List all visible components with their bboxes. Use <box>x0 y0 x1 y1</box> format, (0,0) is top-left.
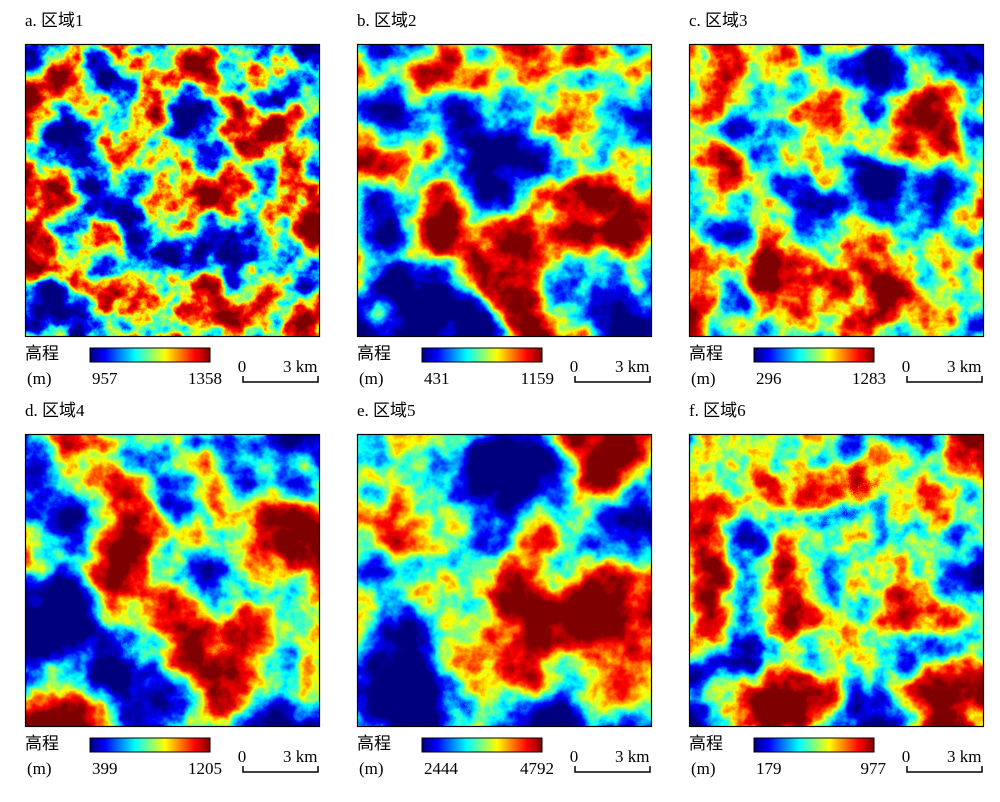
legend-title: 高程 <box>357 734 391 753</box>
map-frame <box>356 433 653 728</box>
colorbar-max: 4792 <box>520 759 554 778</box>
colorbar <box>421 347 543 363</box>
scale-bar <box>574 376 651 383</box>
scale-start: 0 <box>570 357 579 376</box>
panel-title: a. 区域1 <box>25 11 84 30</box>
elevation-map <box>357 44 652 337</box>
scale-label: 3 km <box>947 357 981 376</box>
scale-start: 0 <box>238 747 247 766</box>
panel-title: f. 区域6 <box>689 401 746 420</box>
panel-title: e. 区域5 <box>357 401 416 420</box>
colorbar-max: 1205 <box>188 759 222 778</box>
scale-label: 3 km <box>283 747 317 766</box>
panel-title: b. 区域2 <box>357 11 417 30</box>
legend-unit: (m) <box>27 369 52 388</box>
scale-bar <box>242 766 319 773</box>
scale-bar <box>906 376 983 383</box>
scale-start: 0 <box>902 747 911 766</box>
colorbar-min: 2444 <box>424 759 459 778</box>
legend-title: 高程 <box>357 344 391 363</box>
colorbar-max: 977 <box>861 759 887 778</box>
panel-title: d. 区域4 <box>25 401 85 420</box>
elevation-map <box>689 44 984 337</box>
map-frame <box>24 43 321 338</box>
legend-unit: (m) <box>691 759 716 778</box>
legend-unit: (m) <box>359 759 384 778</box>
colorbar-min: 296 <box>756 369 782 388</box>
elevation-map <box>357 434 652 727</box>
colorbar-max: 1358 <box>188 369 222 388</box>
legend-title: 高程 <box>689 344 723 363</box>
colorbar <box>89 347 211 363</box>
elevation-map <box>689 434 984 727</box>
legend-unit: (m) <box>359 369 384 388</box>
scale-start: 0 <box>238 357 247 376</box>
scale-start: 0 <box>570 747 579 766</box>
colorbar-min: 957 <box>92 369 118 388</box>
scale-label: 3 km <box>615 747 649 766</box>
scale-label: 3 km <box>615 357 649 376</box>
colorbar-min: 431 <box>424 369 450 388</box>
map-frame <box>24 433 321 728</box>
colorbar <box>421 737 543 753</box>
legend-title: 高程 <box>689 734 723 753</box>
map-frame <box>688 433 985 728</box>
legend-title: 高程 <box>25 344 59 363</box>
legend-title: 高程 <box>25 734 59 753</box>
elevation-map <box>25 434 320 727</box>
panel-title: c. 区域3 <box>689 11 748 30</box>
scale-bar <box>906 766 983 773</box>
colorbar-min: 179 <box>756 759 782 778</box>
map-frame <box>688 43 985 338</box>
legend-unit: (m) <box>27 759 52 778</box>
scale-bar <box>574 766 651 773</box>
legend-unit: (m) <box>691 369 716 388</box>
colorbar-max: 1283 <box>852 369 886 388</box>
colorbar-min: 399 <box>92 759 118 778</box>
scale-label: 3 km <box>283 357 317 376</box>
scale-start: 0 <box>902 357 911 376</box>
map-frame <box>356 43 653 338</box>
colorbar <box>89 737 211 753</box>
colorbar <box>753 737 875 753</box>
colorbar <box>753 347 875 363</box>
elevation-map <box>25 44 320 337</box>
scale-label: 3 km <box>947 747 981 766</box>
scale-bar <box>242 376 319 383</box>
colorbar-max: 1159 <box>521 369 554 388</box>
